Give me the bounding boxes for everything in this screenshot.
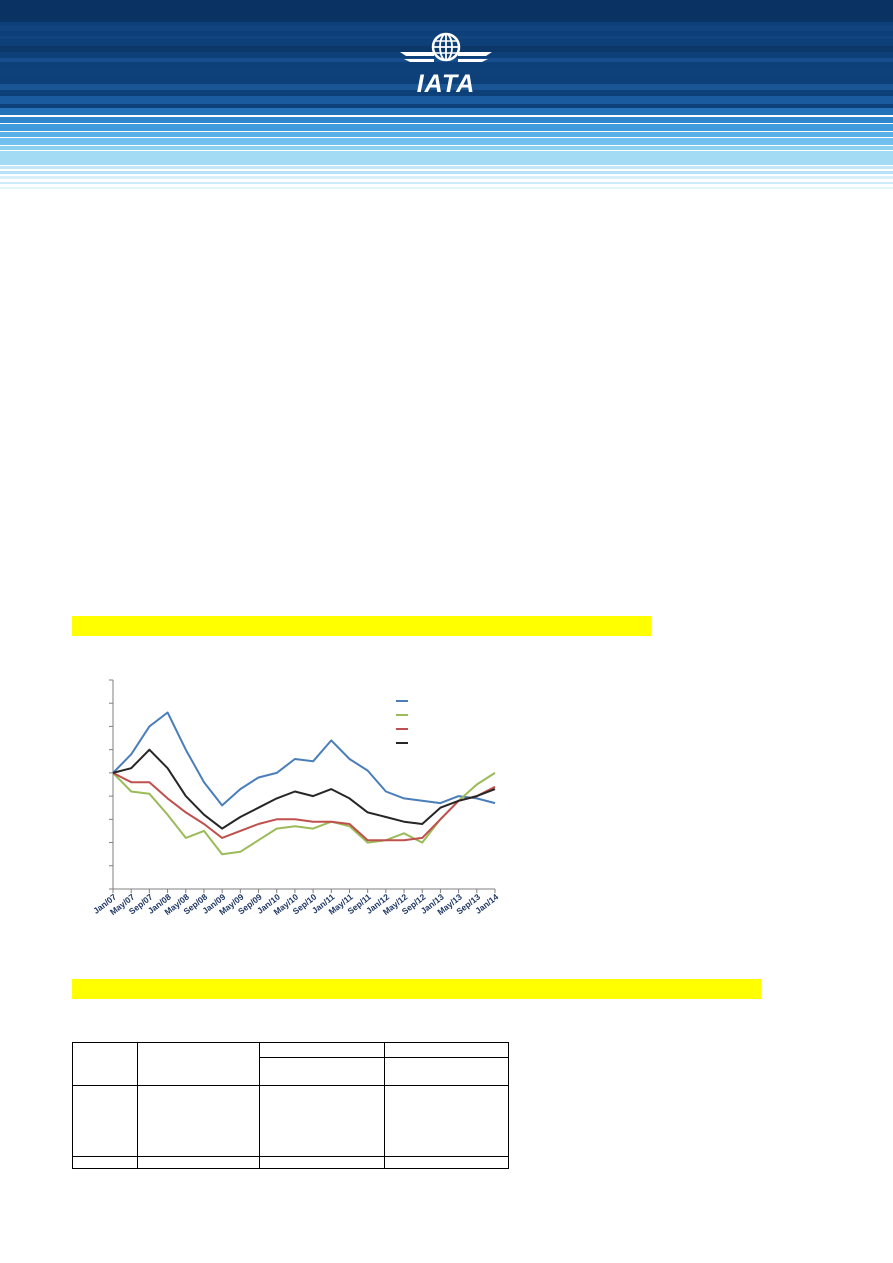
table-cell xyxy=(259,1085,385,1157)
table-cell xyxy=(72,1156,138,1169)
table-cell xyxy=(137,1085,260,1157)
section-heading-highlight-2 xyxy=(72,979,761,999)
table-header-row xyxy=(72,1041,509,1086)
table-cell xyxy=(384,1085,509,1157)
table-cell xyxy=(137,1156,260,1169)
series-line-4 xyxy=(112,748,496,830)
section-heading-highlight-1 xyxy=(72,616,651,636)
series-line-1 xyxy=(112,711,496,807)
line-chart: Jan/07 May/07 Sep/07 Jan/08 May/08 Sep/08 Jan/… xyxy=(90,670,510,940)
chart-svg: Jan/07May/07Sep/07Jan/08May/08Sep/08Jan/… xyxy=(91,679,500,917)
logo-text: IATA xyxy=(416,70,476,98)
table-cell xyxy=(72,1085,138,1157)
table-cell xyxy=(72,1042,138,1086)
data-table xyxy=(72,1041,509,1169)
iata-globe-wings-icon xyxy=(400,32,492,62)
series-line-3 xyxy=(112,772,496,842)
table-cell xyxy=(384,1041,509,1059)
table-cell xyxy=(384,1057,509,1086)
iata-logo: IATA xyxy=(398,32,494,98)
header-stripes xyxy=(0,0,893,200)
table-cell xyxy=(259,1041,385,1059)
table-cell xyxy=(259,1156,385,1169)
header-banner: IATA xyxy=(0,0,893,200)
table-row xyxy=(72,1085,509,1157)
series-line-2 xyxy=(112,772,496,856)
table-subheader-row xyxy=(73,1057,509,1086)
table-row xyxy=(72,1156,509,1169)
table-cell xyxy=(137,1042,260,1086)
table-cell xyxy=(259,1057,385,1086)
table-cell xyxy=(384,1156,509,1169)
